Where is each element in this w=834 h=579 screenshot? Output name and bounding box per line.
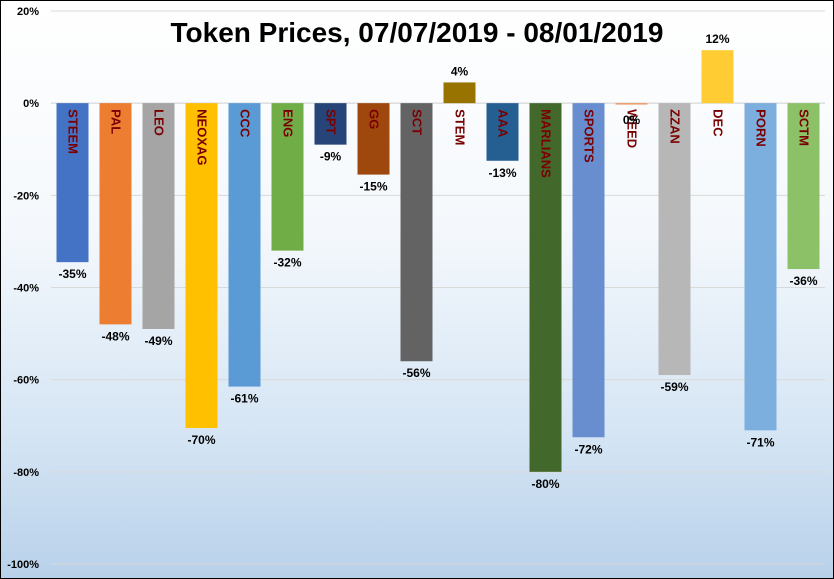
data-label: -56% — [402, 366, 430, 380]
data-label: -35% — [58, 267, 86, 281]
category-label: GG — [367, 109, 382, 129]
category-label: AAA — [496, 109, 511, 138]
bar-neoxag — [185, 103, 218, 429]
bar-zzan — [658, 103, 691, 376]
data-label: -13% — [488, 166, 516, 180]
data-labels: -35% -48% -49% -70% -61% -32% -9% -15% -56% 4% -13… — [58, 32, 817, 491]
data-label: -70% — [187, 433, 215, 447]
data-label: -9% — [320, 150, 342, 164]
chart-title: Token Prices, 07/07/2019 - 08/01/2019 — [171, 17, 664, 48]
category-label: SCT — [410, 109, 425, 135]
category-label: STEM — [453, 109, 468, 145]
y-tick-label: 20% — [17, 6, 39, 18]
data-label: -80% — [531, 477, 559, 491]
bars — [56, 50, 820, 472]
category-label: DEC — [711, 109, 726, 137]
category-label: ENG — [281, 109, 296, 137]
bar-gg — [357, 103, 390, 175]
bar-weed — [615, 103, 648, 105]
category-label: PAL — [109, 109, 124, 134]
bar-leo — [142, 103, 175, 329]
bar-ccc — [228, 103, 261, 387]
data-label: -48% — [101, 329, 129, 343]
bar-sct — [400, 103, 433, 362]
data-label: -59% — [660, 380, 688, 394]
data-label: 12% — [705, 32, 729, 46]
y-axis-ticks: 20% 0% -20% -40% -60% -80% -100% — [7, 6, 39, 571]
bar-aaa — [486, 103, 519, 161]
category-label: ZZAN — [668, 109, 683, 144]
bar-steem — [56, 103, 89, 263]
category-label: LEO — [152, 109, 167, 136]
bar-eng — [271, 103, 304, 251]
category-labels: STEEM PAL LEO NEOXAG CCC ENG SPT GG SCT STEM AAA MA… — [66, 109, 812, 178]
data-label: -36% — [789, 274, 817, 288]
y-tick-label: -100% — [7, 559, 39, 571]
bar-marlians — [529, 103, 562, 472]
category-label: SPORTS — [582, 109, 597, 163]
bar-pal — [99, 103, 132, 325]
bar-dec — [701, 50, 734, 104]
y-tick-label: -60% — [13, 375, 39, 387]
bar-sctm — [787, 103, 820, 270]
category-label: PORN — [754, 109, 769, 147]
category-label: SPT — [324, 109, 339, 134]
y-tick-label: -20% — [13, 190, 39, 202]
data-label: 4% — [451, 64, 469, 78]
category-label: WEED — [625, 109, 640, 148]
data-label: -61% — [230, 392, 258, 406]
data-label: -72% — [574, 442, 602, 456]
y-tick-label: -40% — [13, 283, 39, 295]
category-label: NEOXAG — [195, 109, 210, 165]
data-label: 0% — [623, 113, 641, 127]
category-label: STEEM — [66, 109, 81, 154]
category-label: SCTM — [797, 109, 812, 146]
data-label: -15% — [359, 180, 387, 194]
data-label: -32% — [273, 256, 301, 270]
bar-porn — [744, 103, 777, 431]
bar-stem — [443, 82, 476, 104]
category-label: MARLIANS — [539, 109, 554, 178]
bar-sports — [572, 103, 605, 438]
gridlines — [51, 10, 825, 565]
category-label: CCC — [238, 109, 253, 138]
data-label: -71% — [746, 435, 774, 449]
bar-spt — [314, 103, 347, 145]
data-label: -49% — [144, 334, 172, 348]
y-tick-label: -80% — [13, 467, 39, 479]
y-tick-label: 0% — [23, 98, 39, 110]
